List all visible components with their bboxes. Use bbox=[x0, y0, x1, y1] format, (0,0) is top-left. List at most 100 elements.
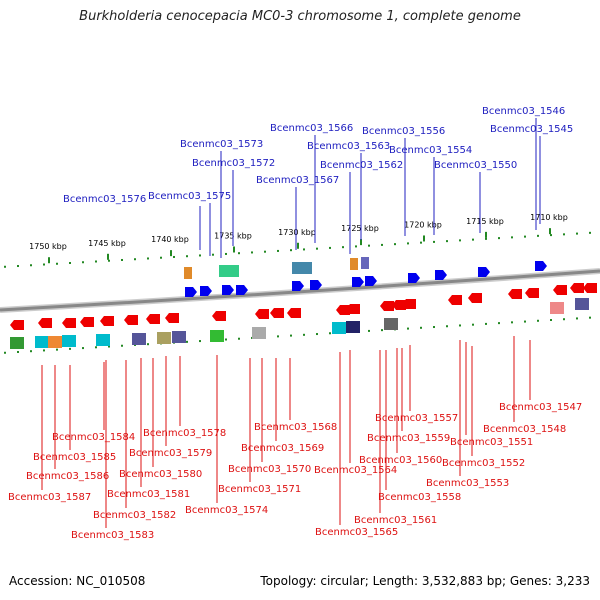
forward-gene-label[interactable]: Bcenmc03_1576 bbox=[63, 194, 146, 205]
forward-gene-label[interactable]: Bcenmc03_1545 bbox=[490, 124, 573, 135]
reverse-gene-label[interactable]: Bcenmc03_1553 bbox=[426, 478, 509, 489]
ruler-dot-upper bbox=[82, 261, 84, 264]
reverse-gene-arrow[interactable] bbox=[336, 305, 350, 315]
reverse-gene-label[interactable]: Bcenmc03_1579 bbox=[129, 448, 212, 459]
forward-gene-label[interactable]: Bcenmc03_1566 bbox=[270, 123, 353, 134]
reverse-gene-arrow[interactable] bbox=[62, 318, 76, 328]
forward-gene-arrow[interactable] bbox=[200, 286, 212, 296]
forward-gene-arrow[interactable] bbox=[535, 261, 547, 271]
forward-gene-arrow[interactable] bbox=[435, 270, 447, 280]
reverse-gene-label[interactable]: Bcenmc03_1580 bbox=[119, 469, 202, 480]
reverse-gene-arrow[interactable] bbox=[270, 308, 284, 318]
forward-gene-arrow[interactable] bbox=[352, 277, 364, 287]
ruler-dot-lower bbox=[199, 340, 201, 343]
reverse-gene-label[interactable]: Bcenmc03_1587 bbox=[8, 492, 91, 503]
reverse-gene-label[interactable]: Bcenmc03_1571 bbox=[218, 484, 301, 495]
forward-gene-arrow[interactable] bbox=[408, 273, 420, 283]
reverse-gene-label[interactable]: Bcenmc03_1560 bbox=[359, 455, 442, 466]
protein-domain-box bbox=[10, 337, 24, 349]
reverse-gene-arrow[interactable] bbox=[38, 318, 52, 328]
forward-gene-label[interactable]: Bcenmc03_1550 bbox=[434, 160, 517, 171]
reverse-gene-label[interactable]: Bcenmc03_1574 bbox=[185, 505, 268, 516]
reverse-gene-arrow[interactable] bbox=[508, 289, 522, 299]
ruler-dot-upper bbox=[17, 265, 19, 268]
reverse-gene-arrow[interactable] bbox=[80, 317, 94, 327]
reverse-gene-arrow[interactable] bbox=[212, 311, 226, 321]
ruler-dot-upper bbox=[446, 240, 448, 243]
reverse-gene-label[interactable]: Bcenmc03_1557 bbox=[375, 413, 458, 424]
protein-domain-box bbox=[132, 333, 146, 345]
reverse-gene-label[interactable]: Bcenmc03_1559 bbox=[367, 433, 450, 444]
protein-domain-box bbox=[550, 302, 564, 314]
forward-gene-arrow[interactable] bbox=[185, 287, 197, 297]
reverse-gene-label[interactable]: Bcenmc03_1569 bbox=[241, 443, 324, 454]
kbp-tick-label: 1710 kbp bbox=[530, 213, 568, 222]
reverse-gene-label[interactable]: Bcenmc03_1581 bbox=[107, 489, 190, 500]
reverse-gene-arrow[interactable] bbox=[287, 308, 301, 318]
reverse-gene-arrow[interactable] bbox=[124, 315, 138, 325]
reverse-gene-label[interactable]: Bcenmc03_1551 bbox=[450, 437, 533, 448]
forward-gene-arrow[interactable] bbox=[292, 281, 304, 291]
ruler-dot-upper bbox=[394, 243, 396, 246]
protein-domain-box bbox=[384, 318, 398, 330]
ruler-dot-lower bbox=[368, 329, 370, 332]
reverse-gene-label[interactable]: Bcenmc03_1570 bbox=[228, 464, 311, 475]
reverse-gene-arrow[interactable] bbox=[468, 293, 482, 303]
ruler-dot-lower bbox=[43, 349, 45, 352]
forward-gene-label[interactable]: Bcenmc03_1567 bbox=[256, 175, 339, 186]
reverse-gene-label[interactable]: Bcenmc03_1578 bbox=[143, 428, 226, 439]
forward-gene-arrow[interactable] bbox=[365, 276, 377, 286]
reverse-gene-arrow[interactable] bbox=[525, 288, 539, 298]
reverse-gene-label[interactable]: Bcenmc03_1565 bbox=[315, 527, 398, 538]
reverse-gene-arrow[interactable] bbox=[553, 285, 567, 295]
reverse-gene-arrow[interactable] bbox=[10, 320, 24, 330]
reverse-gene-arrow[interactable] bbox=[448, 295, 462, 305]
reverse-gene-arrow[interactable] bbox=[165, 313, 179, 323]
reverse-gene-arrow[interactable] bbox=[255, 309, 269, 319]
forward-gene-label[interactable]: Bcenmc03_1573 bbox=[180, 139, 263, 150]
reverse-gene-arrow[interactable] bbox=[346, 304, 360, 314]
forward-gene-label[interactable]: Bcenmc03_1562 bbox=[320, 160, 403, 171]
ruler-dot-lower bbox=[17, 350, 19, 353]
reverse-gene-label[interactable]: Bcenmc03_1561 bbox=[354, 515, 437, 526]
forward-gene-label[interactable]: Bcenmc03_1554 bbox=[389, 145, 472, 156]
ruler-dot-lower bbox=[485, 322, 487, 325]
forward-gene-label[interactable]: Bcenmc03_1572 bbox=[192, 158, 275, 169]
ruler-dot-upper bbox=[225, 252, 227, 255]
reverse-gene-arrow[interactable] bbox=[402, 299, 416, 309]
ruler-dot-upper bbox=[121, 258, 123, 261]
protein-domain-box bbox=[252, 327, 266, 339]
forward-gene-label[interactable]: Bcenmc03_1556 bbox=[362, 126, 445, 137]
forward-gene-arrow[interactable] bbox=[222, 285, 234, 295]
protein-domain-box bbox=[62, 335, 76, 347]
reverse-gene-label[interactable]: Bcenmc03_1564 bbox=[314, 465, 397, 476]
reverse-gene-label[interactable]: Bcenmc03_1586 bbox=[26, 471, 109, 482]
reverse-gene-arrow[interactable] bbox=[392, 300, 406, 310]
forward-gene-label[interactable]: Bcenmc03_1563 bbox=[307, 141, 390, 152]
reverse-gene-label[interactable]: Bcenmc03_1547 bbox=[499, 402, 582, 413]
forward-gene-arrow[interactable] bbox=[310, 280, 322, 290]
reverse-gene-label[interactable]: Bcenmc03_1552 bbox=[442, 458, 525, 469]
reverse-gene-label[interactable]: Bcenmc03_1568 bbox=[254, 422, 337, 433]
ruler-dot-lower bbox=[82, 347, 84, 350]
forward-gene-arrow[interactable] bbox=[478, 267, 490, 277]
reverse-gene-arrow[interactable] bbox=[100, 316, 114, 326]
reverse-gene-arrow[interactable] bbox=[583, 283, 597, 293]
ruler-dot-upper bbox=[186, 255, 188, 258]
reverse-gene-arrow[interactable] bbox=[570, 283, 584, 293]
reverse-gene-label[interactable]: Bcenmc03_1548 bbox=[483, 424, 566, 435]
forward-gene-arrow[interactable] bbox=[236, 285, 248, 295]
kbp-tick bbox=[423, 235, 425, 242]
forward-gene-label[interactable]: Bcenmc03_1546 bbox=[482, 106, 565, 117]
ruler-dot-upper bbox=[563, 233, 565, 236]
reverse-gene-label[interactable]: Bcenmc03_1584 bbox=[52, 432, 135, 443]
reverse-gene-label[interactable]: Bcenmc03_1558 bbox=[378, 492, 461, 503]
reverse-gene-label[interactable]: Bcenmc03_1585 bbox=[33, 452, 116, 463]
reverse-gene-label[interactable]: Bcenmc03_1582 bbox=[93, 510, 176, 521]
reverse-gene-arrow[interactable] bbox=[146, 314, 160, 324]
reverse-gene-label[interactable]: Bcenmc03_1583 bbox=[71, 530, 154, 541]
reverse-gene-arrow[interactable] bbox=[380, 301, 394, 311]
protein-domain-box bbox=[48, 336, 62, 348]
forward-gene-label[interactable]: Bcenmc03_1575 bbox=[148, 191, 231, 202]
